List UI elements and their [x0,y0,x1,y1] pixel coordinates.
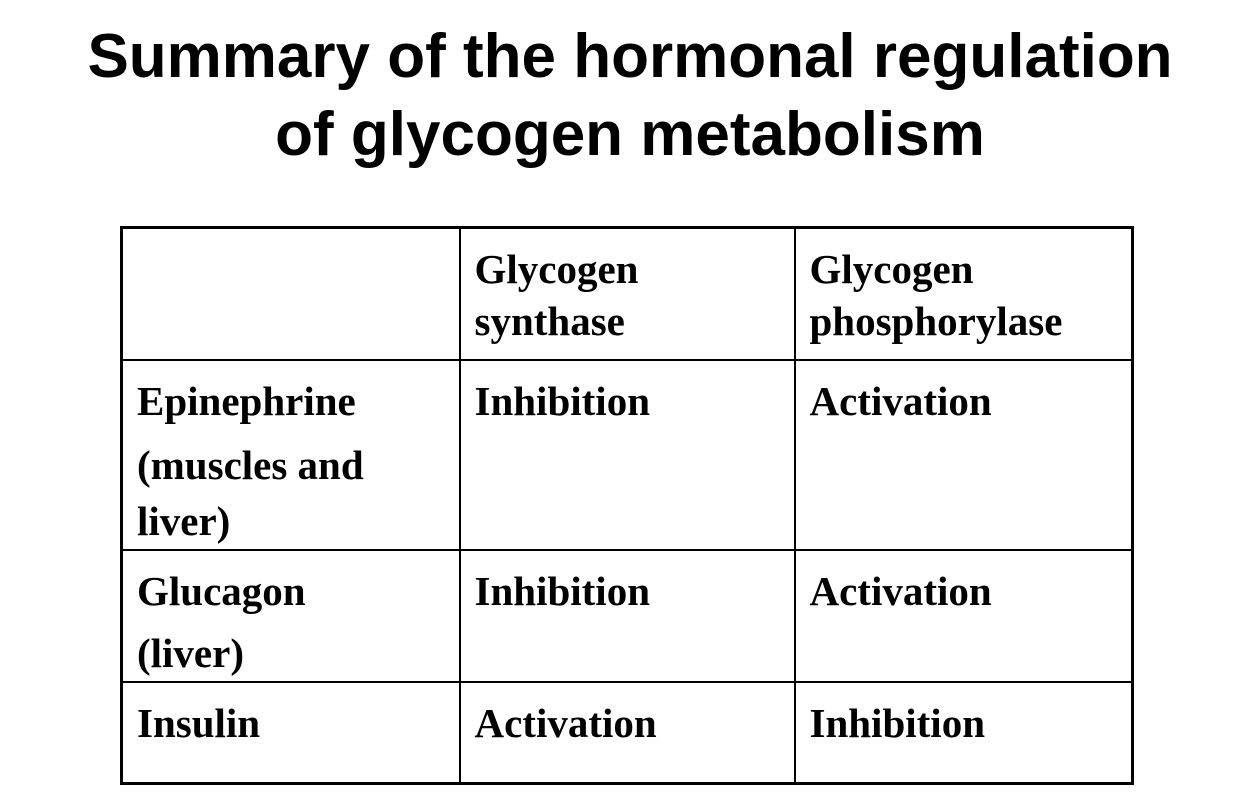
hormone-tissue: (muscles and liver) [137,441,364,544]
synthase-effect: Inhibition [458,548,796,683]
hormone-name: Epinephrine [137,377,356,424]
page-title: Summary of the hormonal regulation of gl… [0,18,1260,174]
hormone-tissue: (liver) [137,629,244,676]
synthase-effect: Inhibition [458,358,796,551]
hormone-cell: Glucagon (liver) [120,548,461,683]
title-line-1: Summary of the hormonal regulation [87,22,1173,91]
hormone-name: Insulin [137,699,261,746]
hormone-cell: Insulin [120,680,461,785]
header-empty-cell [120,226,461,361]
synthase-effect: Activation [458,680,796,785]
hormone-name: Glucagon [137,567,306,614]
phosphorylase-effect: Inhibition [793,680,1134,785]
header-glycogen-phosphorylase: Glycogen phosphorylase [793,226,1134,361]
title-line-2: of glycogen metabolism [275,100,985,169]
table-header-row: Glycogen synthase Glycogen phosphorylase [120,226,1134,361]
phosphorylase-effect: Activation [793,548,1134,683]
table-row: Epinephrine (muscles and liver) Inhibiti… [120,358,1134,551]
table-row: Glucagon (liver) Inhibition Activation [120,548,1134,683]
hormone-cell: Epinephrine (muscles and liver) [120,358,461,551]
phosphorylase-effect: Activation [793,358,1134,551]
table-row: Insulin Activation Inhibition [120,680,1134,785]
regulation-table: Glycogen synthase Glycogen phosphorylase… [120,226,1134,785]
header-glycogen-synthase: Glycogen synthase [458,226,796,361]
